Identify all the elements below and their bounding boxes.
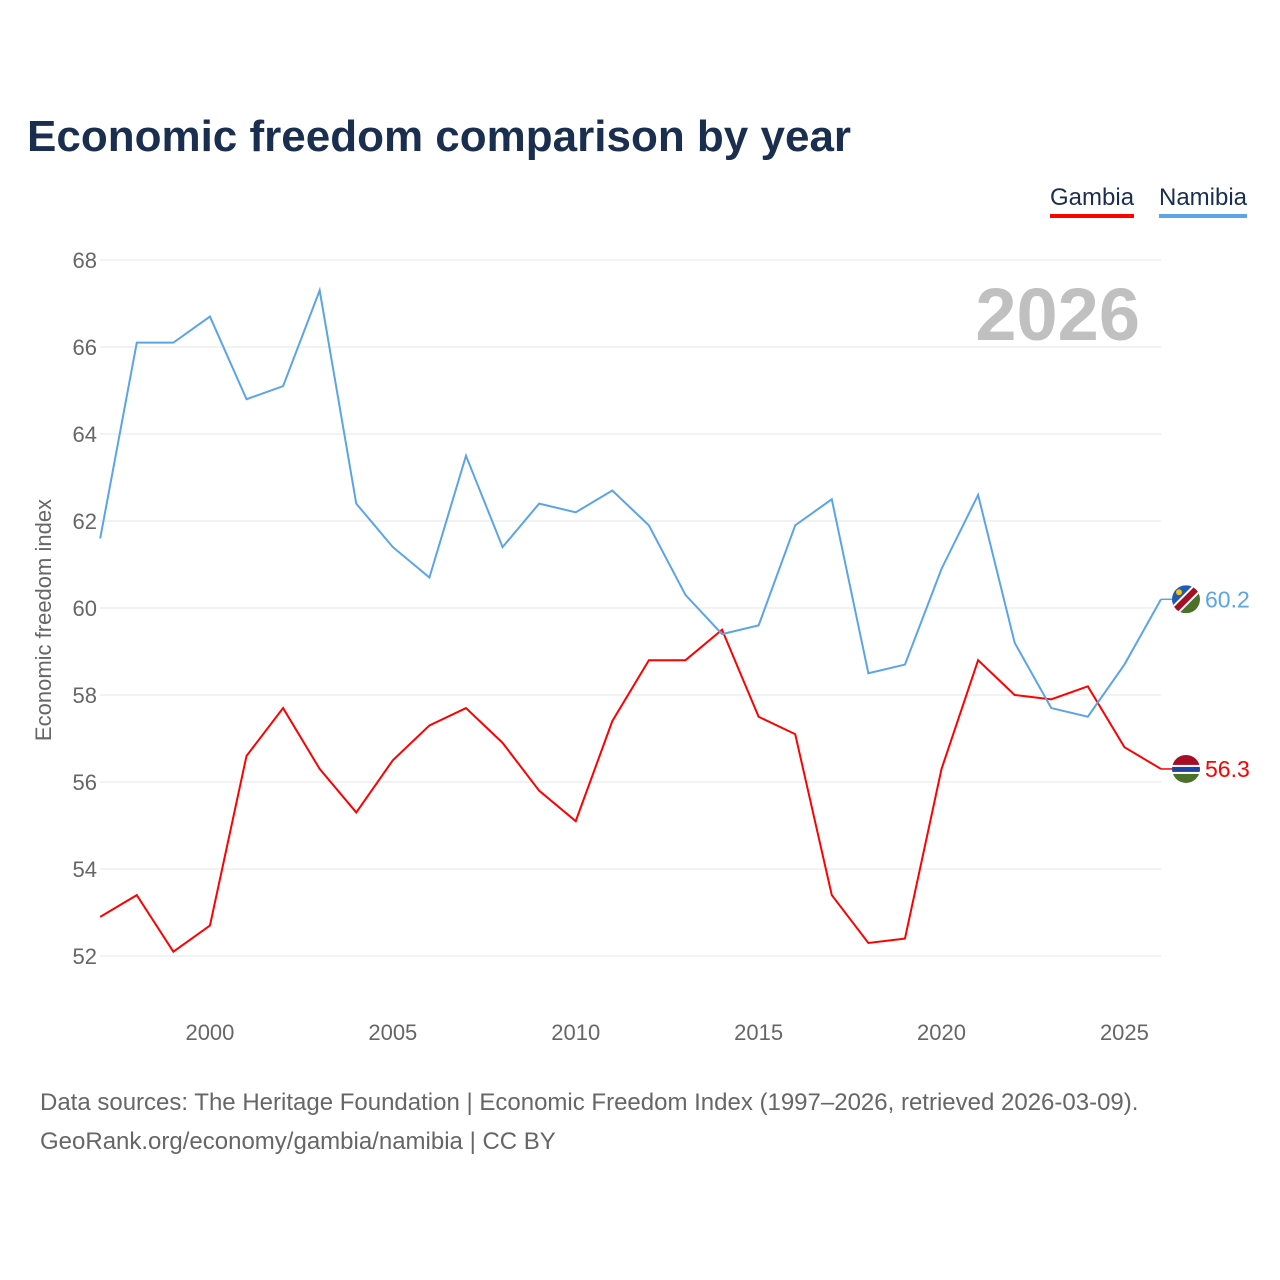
y-tick-label: 58	[73, 683, 97, 708]
attribution-text: GeoRank.org/economy/gambia/namibia | CC …	[40, 1128, 556, 1155]
y-tick-label: 68	[73, 248, 97, 273]
y-axis-label: Economic freedom index	[31, 499, 56, 741]
series-line-namibia	[99, 286, 1162, 718]
gambia-flag-icon	[1172, 754, 1200, 783]
y-tick-label: 56	[73, 770, 97, 795]
x-tick-label: 2020	[917, 1020, 966, 1045]
legend-namibia[interactable]: Namibia	[1159, 184, 1248, 218]
chart-title: Economic freedom comparison by year	[27, 112, 852, 161]
year-watermark: 2026	[975, 273, 1140, 356]
y-tick-label: 54	[73, 857, 97, 882]
legend-gambia[interactable]: Gambia	[1050, 184, 1135, 218]
x-tick-label: 2000	[185, 1020, 234, 1045]
source-text: Data sources: The Heritage Foundation | …	[40, 1089, 1139, 1116]
y-tick-label: 64	[73, 422, 97, 447]
end-value-label-gambia: 56.3	[1205, 756, 1250, 782]
end-value-label-namibia: 60.2	[1205, 586, 1250, 612]
x-tick-label: 2005	[368, 1020, 417, 1045]
series-line-gambia	[99, 628, 1162, 954]
y-tick-label: 66	[73, 335, 97, 360]
x-tick-label: 2025	[1100, 1020, 1149, 1045]
y-tick-label: 52	[73, 944, 97, 969]
y-tick-label: 62	[73, 509, 97, 534]
namibia-flag-icon	[1172, 585, 1200, 614]
x-tick-label: 2015	[734, 1020, 783, 1045]
x-tick-label: 2010	[551, 1020, 600, 1045]
y-tick-label: 60	[73, 596, 97, 621]
